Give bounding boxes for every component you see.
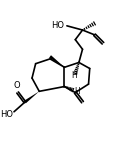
- Text: H: H: [71, 71, 77, 80]
- Text: HO: HO: [51, 21, 65, 30]
- Text: O: O: [13, 81, 20, 90]
- Polygon shape: [49, 55, 65, 67]
- Text: H: H: [75, 87, 80, 96]
- Polygon shape: [24, 91, 39, 103]
- Text: HO: HO: [0, 110, 13, 119]
